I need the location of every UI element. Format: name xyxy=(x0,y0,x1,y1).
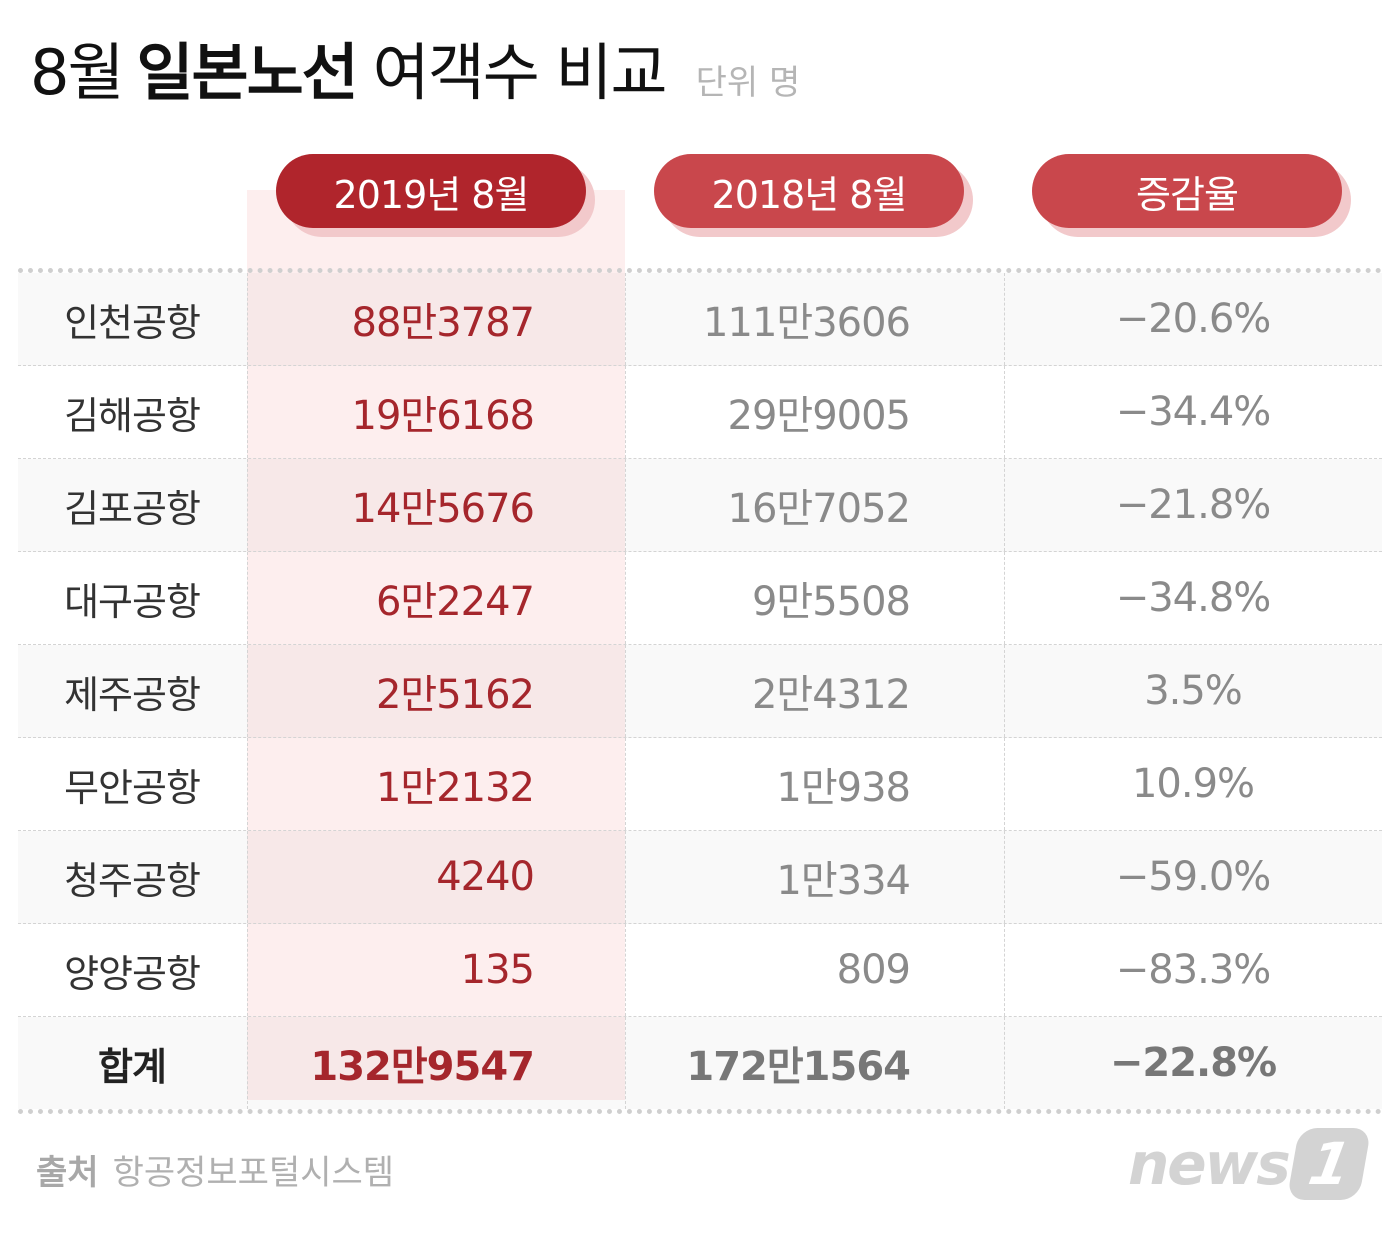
table-row: 청주공항 4240 1만334 −59.0% xyxy=(18,831,1382,924)
value-2019: 4240 xyxy=(436,854,535,900)
value-2018: 111만3606 xyxy=(703,300,911,346)
column-divider xyxy=(1004,459,1005,551)
value-2019: 2만5162 xyxy=(375,672,535,718)
column-divider xyxy=(247,366,248,458)
news1-logo: news 1 xyxy=(1128,1128,1372,1200)
value-2019: 1만2132 xyxy=(375,765,535,811)
unit-label: 단위 명 xyxy=(695,63,801,103)
value-2019: 19만6168 xyxy=(351,393,536,439)
airport-name: 합계 xyxy=(98,1044,167,1089)
value-2019: 132만9547 xyxy=(310,1044,535,1090)
change-rate: −21.8% xyxy=(1115,482,1272,528)
title: 8월 일본노선 여객수 비교 단위 명 xyxy=(30,22,800,112)
change-rate: 10.9% xyxy=(1131,761,1255,807)
column-divider xyxy=(247,1017,248,1109)
airport-name: 김해공항 xyxy=(64,393,201,438)
table-row: 제주공항 2만5162 2만4312 3.5% xyxy=(18,645,1382,738)
column-divider xyxy=(625,645,626,737)
value-2018: 1만938 xyxy=(776,765,911,811)
value-2018: 29만9005 xyxy=(727,393,912,439)
column-divider xyxy=(625,459,626,551)
table-row: 김해공항 19만6168 29만9005 −34.4% xyxy=(18,366,1382,459)
airport-name: 대구공항 xyxy=(64,579,201,624)
value-2018: 9만5508 xyxy=(751,579,911,625)
column-divider xyxy=(247,924,248,1016)
column-header-rate: 증감율 xyxy=(1032,154,1342,228)
value-2018: 16만7052 xyxy=(727,486,912,532)
value-2019: 135 xyxy=(460,947,535,993)
column-header-2018: 2018년 8월 xyxy=(654,154,964,228)
table-row: 양양공항 135 809 −83.3% xyxy=(18,924,1382,1017)
airport-name: 청주공항 xyxy=(64,858,201,903)
column-divider xyxy=(1004,924,1005,1016)
change-rate: −22.8% xyxy=(1109,1040,1277,1086)
title-month: 8월 xyxy=(30,36,124,109)
column-divider xyxy=(1004,273,1005,365)
value-2019: 6만2247 xyxy=(375,579,535,625)
column-divider xyxy=(625,366,626,458)
logo-text: news xyxy=(1128,1130,1291,1198)
table-row: 무안공항 1만2132 1만938 10.9% xyxy=(18,738,1382,831)
value-2019: 14만5676 xyxy=(351,486,536,532)
column-divider xyxy=(247,273,248,365)
column-divider xyxy=(625,924,626,1016)
column-divider xyxy=(247,738,248,830)
table-row: 김포공항 14만5676 16만7052 −21.8% xyxy=(18,459,1382,552)
source: 출처 항공정보포털시스템 xyxy=(36,1145,394,1194)
column-divider xyxy=(1004,738,1005,830)
value-2018: 2만4312 xyxy=(751,672,911,718)
change-rate: −20.6% xyxy=(1115,296,1272,342)
change-rate: −34.8% xyxy=(1115,575,1272,621)
column-divider xyxy=(625,1017,626,1109)
column-divider xyxy=(625,552,626,644)
change-rate: −59.0% xyxy=(1115,854,1272,900)
column-divider xyxy=(247,831,248,923)
value-2018: 809 xyxy=(836,947,911,993)
change-rate: −34.4% xyxy=(1115,389,1272,435)
value-2019: 88만3787 xyxy=(351,300,536,346)
column-divider xyxy=(1004,831,1005,923)
column-divider xyxy=(247,552,248,644)
title-main: 일본노선 xyxy=(136,36,359,109)
airport-name: 양양공항 xyxy=(64,951,201,996)
value-2018: 172만1564 xyxy=(686,1044,911,1090)
table-row: 인천공항 88만3787 111만3606 −20.6% xyxy=(18,273,1382,366)
column-divider xyxy=(625,273,626,365)
airport-name: 무안공항 xyxy=(64,765,201,810)
column-divider xyxy=(1004,1017,1005,1109)
column-divider xyxy=(1004,552,1005,644)
airport-name: 김포공항 xyxy=(64,486,201,531)
top-divider xyxy=(18,268,1382,273)
column-divider xyxy=(1004,366,1005,458)
change-rate: 3.5% xyxy=(1144,668,1243,714)
logo-mark: 1 xyxy=(1286,1128,1372,1200)
airport-name: 인천공항 xyxy=(64,300,201,345)
highlight-column xyxy=(247,190,625,1100)
title-rest: 여객수 비교 xyxy=(372,36,668,109)
column-divider xyxy=(625,738,626,830)
column-divider xyxy=(247,459,248,551)
value-2018: 1만334 xyxy=(776,858,911,904)
column-divider xyxy=(1004,645,1005,737)
column-header-2019: 2019년 8월 xyxy=(276,154,586,228)
change-rate: −83.3% xyxy=(1115,947,1272,993)
column-divider xyxy=(247,645,248,737)
airport-name: 제주공항 xyxy=(64,672,201,717)
source-text: 항공정보포털시스템 xyxy=(112,1153,395,1193)
column-divider xyxy=(625,831,626,923)
data-table: 인천공항 88만3787 111만3606 −20.6% 김해공항 19만6168 29만9… xyxy=(18,268,1382,1114)
total-row: 합계 132만9547 172만1564 −22.8% xyxy=(18,1017,1382,1109)
table-row: 대구공항 6만2247 9만5508 −34.8% xyxy=(18,552,1382,645)
bottom-divider xyxy=(18,1109,1382,1114)
source-label: 출처 xyxy=(36,1153,99,1193)
